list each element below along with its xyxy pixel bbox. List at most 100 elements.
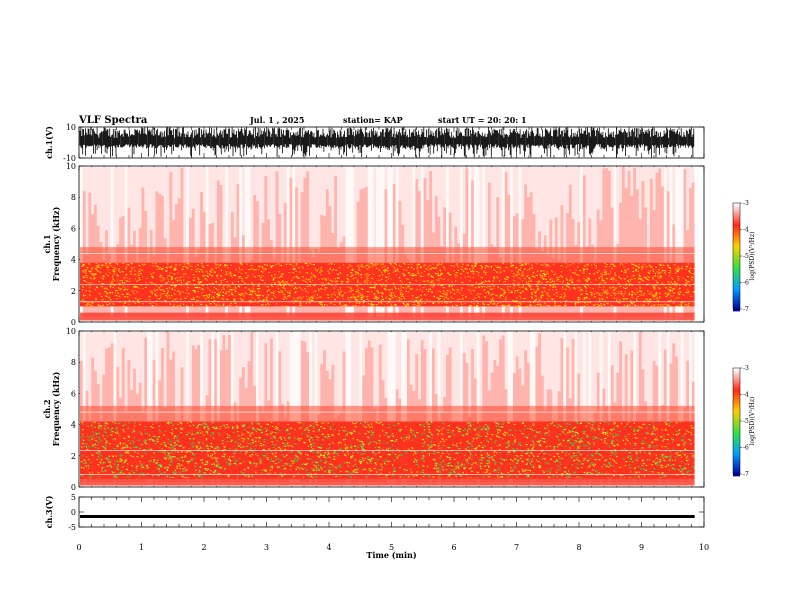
colorbar-segment <box>733 260 740 263</box>
y-tick-label: 10 <box>66 123 76 132</box>
spectrogram-transition <box>80 247 695 263</box>
colorbar-segment <box>733 231 740 235</box>
colorbar-segment <box>733 380 740 383</box>
y-axis-label: ch.3(V) <box>44 495 54 528</box>
y-tick-label: 0 <box>71 508 76 517</box>
spectrogram-band-speckle <box>80 262 697 308</box>
x-tick-label: 5 <box>389 543 394 552</box>
colorbar-segment <box>733 465 740 468</box>
colorbar-segment <box>733 249 740 253</box>
colorbar-segment <box>733 210 740 213</box>
colorbar-segment <box>733 396 740 400</box>
colorbar-segment <box>733 204 740 208</box>
colorbar-segment <box>733 211 740 215</box>
colorbar-tick-label: -7 <box>743 471 749 478</box>
ch3-waveform-panel: 5 0 -5 ch.3(V) <box>44 493 705 532</box>
colorbar-segment <box>733 400 740 403</box>
spectrogram-transition <box>80 405 695 422</box>
y-tick-label: 2 <box>71 287 76 296</box>
colorbar-tick-label: -3 <box>743 365 749 372</box>
y-tick-label: 6 <box>71 389 76 398</box>
x-tick-label: 1 <box>139 543 144 552</box>
colorbar-segment <box>733 283 740 287</box>
colorbar-segment <box>733 445 740 448</box>
x-axis-label: Time (min) <box>366 550 416 560</box>
ch1-waveform-trace <box>79 127 695 158</box>
x-tick-label: 2 <box>201 543 206 552</box>
colorbar-segment <box>733 468 740 471</box>
colorbar-segment <box>733 375 740 378</box>
colorbar-segment <box>733 213 740 217</box>
colorbar-segment <box>733 430 740 434</box>
colorbar-segment <box>733 224 740 227</box>
colorbar-segment <box>733 242 740 245</box>
colorbar-segment <box>733 411 740 414</box>
colorbar-segment <box>733 452 740 455</box>
colorbar-segment <box>733 389 740 392</box>
colorbar-segment <box>733 382 740 385</box>
y-tick-label: 0 <box>71 483 76 492</box>
x-tick-label: 9 <box>639 543 644 552</box>
colorbar-segment <box>733 287 740 290</box>
colorbar-segment <box>733 387 740 391</box>
colorbar-segment <box>733 378 740 382</box>
colorbar-segment <box>733 262 740 265</box>
y-tick-label: 0 <box>71 318 76 327</box>
y-tick-label: -5 <box>68 523 76 532</box>
colorbar-segment <box>733 233 740 236</box>
colorbar-segment <box>733 461 740 464</box>
colorbar-segment <box>733 427 740 430</box>
y-tick-label: -10 <box>63 154 76 163</box>
colorbar-segment <box>733 296 740 299</box>
colorbar-segment <box>733 459 740 462</box>
y-tick-label: 10 <box>66 327 76 336</box>
colorbar-segment <box>733 454 740 457</box>
colorbar-segment <box>733 264 740 267</box>
colorbar-segment <box>733 307 740 310</box>
colorbar-segment <box>733 274 740 278</box>
x-tick-label: 8 <box>576 543 581 552</box>
ch1-colorbar: -3 -4 -5 -6 -7 log(PSD)(V²/Hz) <box>732 200 756 313</box>
colorbar-segment <box>733 298 740 301</box>
colorbar-segment <box>733 217 740 220</box>
y-tick-label: 4 <box>71 421 76 430</box>
colorbar-tick-label: -4 <box>743 227 749 234</box>
colorbar-segment <box>733 256 740 260</box>
colorbar-segment <box>733 447 740 450</box>
colorbar-segment <box>733 229 740 233</box>
colorbar-segment <box>733 398 740 401</box>
colorbar-segment <box>733 271 740 274</box>
x-tick-label: 0 <box>76 543 81 552</box>
colorbar-segment <box>733 443 740 446</box>
time-axis: 0 1 2 3 4 5 6 7 8 9 10 Time (min) <box>76 543 709 560</box>
colorbar-segment <box>733 439 740 443</box>
colorbar-segment <box>733 208 740 211</box>
ch3-waveform-trace <box>80 515 695 518</box>
y-tick-label: 2 <box>71 452 76 461</box>
y-tick-label: 8 <box>71 193 76 202</box>
y-axis-label: Frequency (kHz) <box>51 371 61 446</box>
y-tick-label: 8 <box>71 358 76 367</box>
colorbar-segment <box>733 394 740 398</box>
y-axis-label: ch.2 <box>42 399 52 418</box>
y-axis-label: ch.1 <box>42 234 52 253</box>
colorbar-tick-label: -6 <box>743 445 749 452</box>
colorbar-label: log(PSD)(V²/Hz) <box>749 397 756 446</box>
colorbar-segment <box>733 369 740 373</box>
spectrogram-low-line <box>80 477 695 486</box>
colorbar-segment <box>733 450 740 454</box>
station-label: station= KAP <box>343 115 403 125</box>
colorbar-segment <box>733 226 740 229</box>
colorbar-segment <box>733 222 740 226</box>
colorbar-segment <box>733 235 740 238</box>
colorbar-segment <box>733 220 740 224</box>
colorbar-segment <box>733 301 740 305</box>
colorbar-segment <box>733 276 740 280</box>
colorbar-segment <box>733 403 740 407</box>
colorbar-segment <box>733 414 740 418</box>
colorbar-segment <box>733 258 740 262</box>
colorbar-segment <box>733 434 740 437</box>
colorbar-segment <box>733 215 740 218</box>
colorbar-segment <box>733 376 740 380</box>
colorbar-segment <box>733 412 740 416</box>
